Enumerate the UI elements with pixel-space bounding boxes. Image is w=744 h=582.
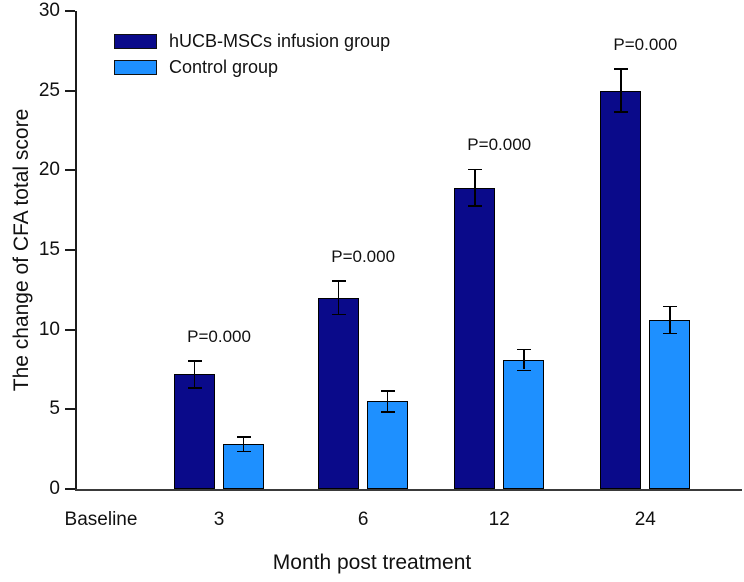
y-axis-line <box>75 11 77 491</box>
p-value-label: P=0.000 <box>331 246 396 266</box>
error-bar <box>337 281 340 314</box>
p-value-label: P=0.000 <box>613 34 678 54</box>
p-value-label: P=0.000 <box>187 326 251 346</box>
y-tick-label: 5 <box>49 398 60 420</box>
y-tick-label: 15 <box>38 239 60 260</box>
error-bar-cap-bottom <box>331 313 346 316</box>
bar-control-24 <box>649 320 691 489</box>
y-tick-label: 20 <box>38 159 60 181</box>
y-tick-label: 0 <box>49 478 60 499</box>
y-tick-mark <box>65 10 75 12</box>
error-bar-cap-top <box>516 348 531 351</box>
y-tick-mark <box>65 169 75 172</box>
legend-label-control-group: Control group <box>169 57 279 77</box>
error-bar <box>386 391 389 411</box>
legend-swatch-infusion-group <box>114 34 157 49</box>
error-bar <box>242 438 245 451</box>
error-bar <box>473 170 476 206</box>
x-tick-label: 3 <box>213 509 225 530</box>
error-bar-cap-top <box>613 68 628 70</box>
legend: hUCB-MSCs infusion group Control group <box>114 31 390 83</box>
legend-item-control-group: Control group <box>114 57 390 78</box>
error-bar-cap-bottom <box>662 332 677 335</box>
bar-control-6 <box>367 401 409 489</box>
bar-infusion-12 <box>454 187 496 489</box>
y-tick-mark <box>65 89 75 92</box>
y-tick-label: 10 <box>38 318 60 340</box>
legend-item-infusion-group: hUCB-MSCs infusion group <box>114 31 390 52</box>
error-bar <box>619 69 622 112</box>
bar-infusion-3 <box>174 374 216 489</box>
y-tick-mark <box>65 249 75 251</box>
x-tick-label: 12 <box>488 509 510 530</box>
error-bar <box>668 307 671 333</box>
bar-infusion-24 <box>600 90 642 489</box>
p-value-label: P=0.000 <box>467 135 532 155</box>
y-tick-label: 30 <box>38 0 60 21</box>
legend-swatch-control-group <box>114 60 157 75</box>
error-bar <box>193 361 196 388</box>
error-bar-cap-top <box>380 390 395 392</box>
x-axis-title: Month post treatment <box>272 551 472 574</box>
error-bar-cap-top <box>662 305 677 308</box>
error-bar-cap-top <box>331 280 346 282</box>
error-bar-cap-top <box>467 168 482 171</box>
error-bar-cap-top <box>236 436 251 438</box>
x-tick-label: 24 <box>634 509 656 530</box>
error-bar-cap-bottom <box>236 450 251 453</box>
y-tick-mark <box>65 328 75 331</box>
error-bar-cap-bottom <box>467 205 482 207</box>
plot-area: hUCB-MSCs infusion group Control group 0… <box>39 0 742 530</box>
y-tick-mark <box>65 408 75 411</box>
legend-label-infusion-group: hUCB-MSCs infusion group <box>169 31 391 51</box>
x-axis-line <box>75 489 742 491</box>
bar-infusion-6 <box>318 297 360 489</box>
error-bar-cap-top <box>187 359 202 362</box>
y-tick-mark <box>65 488 75 490</box>
bar-control-12 <box>503 359 545 489</box>
error-bar <box>522 350 525 370</box>
x-tick-label: Baseline <box>64 509 138 530</box>
y-tick-label: 25 <box>38 79 60 101</box>
error-bar-cap-bottom <box>380 410 395 413</box>
error-bar-cap-bottom <box>613 111 628 113</box>
error-bar-cap-bottom <box>516 369 531 372</box>
x-tick-label: 6 <box>357 509 369 530</box>
error-bar-cap-bottom <box>187 387 202 389</box>
